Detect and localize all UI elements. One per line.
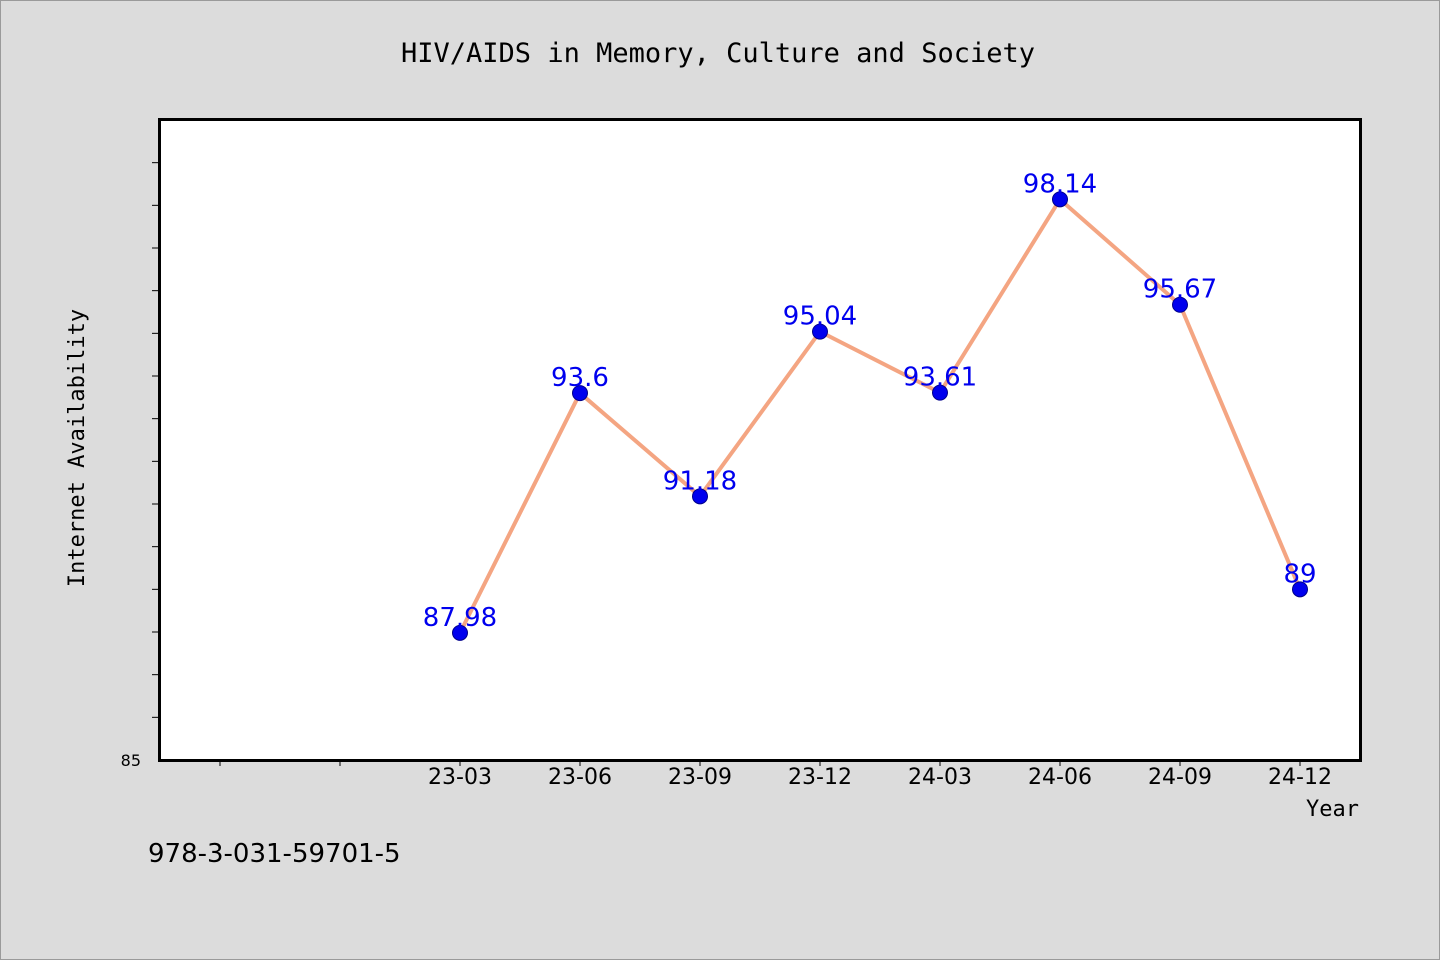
x-tick-label: 23-03 <box>428 765 492 790</box>
data-point <box>1292 581 1308 598</box>
x-tick-label: 24-09 <box>1148 765 1212 790</box>
data-point <box>692 488 708 505</box>
x-tick-label: 24-06 <box>1028 765 1092 790</box>
data-point <box>572 385 588 402</box>
data-label: 87.98 <box>423 603 497 633</box>
plot-area <box>158 118 1362 762</box>
data-point <box>1172 296 1188 313</box>
x-tick-label: 23-06 <box>548 765 612 790</box>
x-tick-label: 24-12 <box>1268 765 1332 790</box>
y-axis-ticks <box>152 162 160 718</box>
x-axis-ticks: 23-03 23-06 23-09 23-12 24-03 24-06 24-09 24-12 <box>219 760 1332 790</box>
x-axis-label: Year <box>1306 797 1359 822</box>
chart-title: HIV/AIDS in Memory, Culture and Society <box>401 38 1035 69</box>
x-tick-label: 24-03 <box>908 765 972 790</box>
x-tick-label: 23-09 <box>668 765 732 790</box>
data-point <box>812 323 828 340</box>
y-tick-label: 85 <box>121 751 141 770</box>
data-label: 93.6 <box>551 363 609 393</box>
data-label: 95.67 <box>1143 275 1217 305</box>
series-line <box>458 197 1302 634</box>
series-layer: 87.98 93.6 91.18 95.04 93.61 98.14 95.67 89 <box>423 169 1317 641</box>
data-label: 95.04 <box>783 302 857 332</box>
x-tick-label: 23-12 <box>788 765 852 790</box>
data-label: 93.61 <box>903 363 977 393</box>
data-point <box>1052 191 1068 208</box>
data-point <box>452 624 468 641</box>
data-label: 89 <box>1283 559 1316 589</box>
data-label: 91.18 <box>663 466 737 496</box>
footnote: 978-3-031-59701-5 <box>148 839 401 869</box>
data-label: 98.14 <box>1023 169 1097 199</box>
data-point <box>932 384 948 401</box>
y-axis-label: Internet Availability <box>65 309 90 587</box>
